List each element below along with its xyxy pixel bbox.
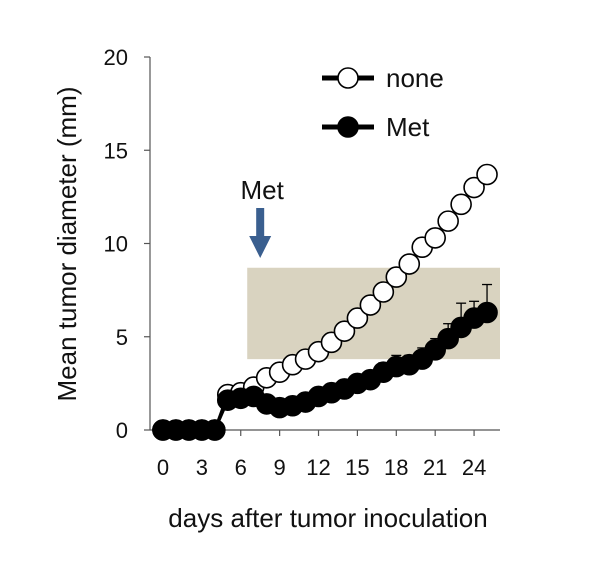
- x-tick-label: 3: [196, 455, 208, 480]
- data-point: [424, 227, 446, 249]
- y-tick-label: 20: [104, 45, 128, 70]
- x-tick-label: 6: [235, 455, 247, 480]
- y-axis-ticks: 0 5 10 15 20: [104, 45, 150, 443]
- annotation-label: Met: [241, 175, 285, 205]
- y-tick-label: 0: [116, 418, 128, 443]
- data-point: [437, 210, 459, 232]
- series-met: [152, 283, 498, 441]
- legend-swatch-marker: [337, 67, 359, 89]
- annotation-arrow-shaft: [256, 208, 265, 236]
- data-point: [333, 320, 356, 342]
- x-tick-label: 12: [306, 455, 330, 480]
- data-point: [450, 193, 472, 216]
- x-tick-label: 24: [462, 455, 486, 480]
- data-point: [476, 163, 498, 186]
- data-point: [372, 281, 395, 303]
- legend-item: none: [322, 63, 444, 93]
- data-point: [476, 301, 498, 324]
- y-tick-label: 15: [104, 138, 128, 163]
- x-axis-ticks: 0 3 6 9 12 15 18 21 24: [157, 430, 486, 480]
- x-tick-label: 9: [274, 455, 286, 480]
- annotation-arrow-head: [249, 236, 272, 258]
- x-tick-label: 21: [423, 455, 447, 480]
- legend: none Met: [322, 63, 444, 142]
- data-point: [385, 266, 408, 288]
- x-tick-label: 15: [345, 455, 369, 480]
- y-tick-label: 10: [104, 232, 128, 257]
- legend-label: Met: [386, 112, 430, 142]
- data-point: [346, 307, 369, 329]
- data-point: [359, 294, 382, 316]
- legend-label: none: [386, 63, 444, 93]
- y-axis-title: Mean tumor diameter (mm): [52, 87, 82, 402]
- data-point: [398, 253, 421, 275]
- annotation-layer: Met: [241, 175, 285, 258]
- legend-swatch-marker: [337, 116, 359, 138]
- y-tick-label: 5: [116, 325, 128, 350]
- x-axis-title: days after tumor inoculation: [168, 503, 487, 533]
- data-point: [204, 419, 226, 441]
- x-tick-label: 0: [157, 455, 169, 480]
- plot-series: [152, 163, 498, 441]
- legend-item: Met: [322, 112, 430, 142]
- data-point: [463, 176, 485, 199]
- x-tick-label: 18: [384, 455, 408, 480]
